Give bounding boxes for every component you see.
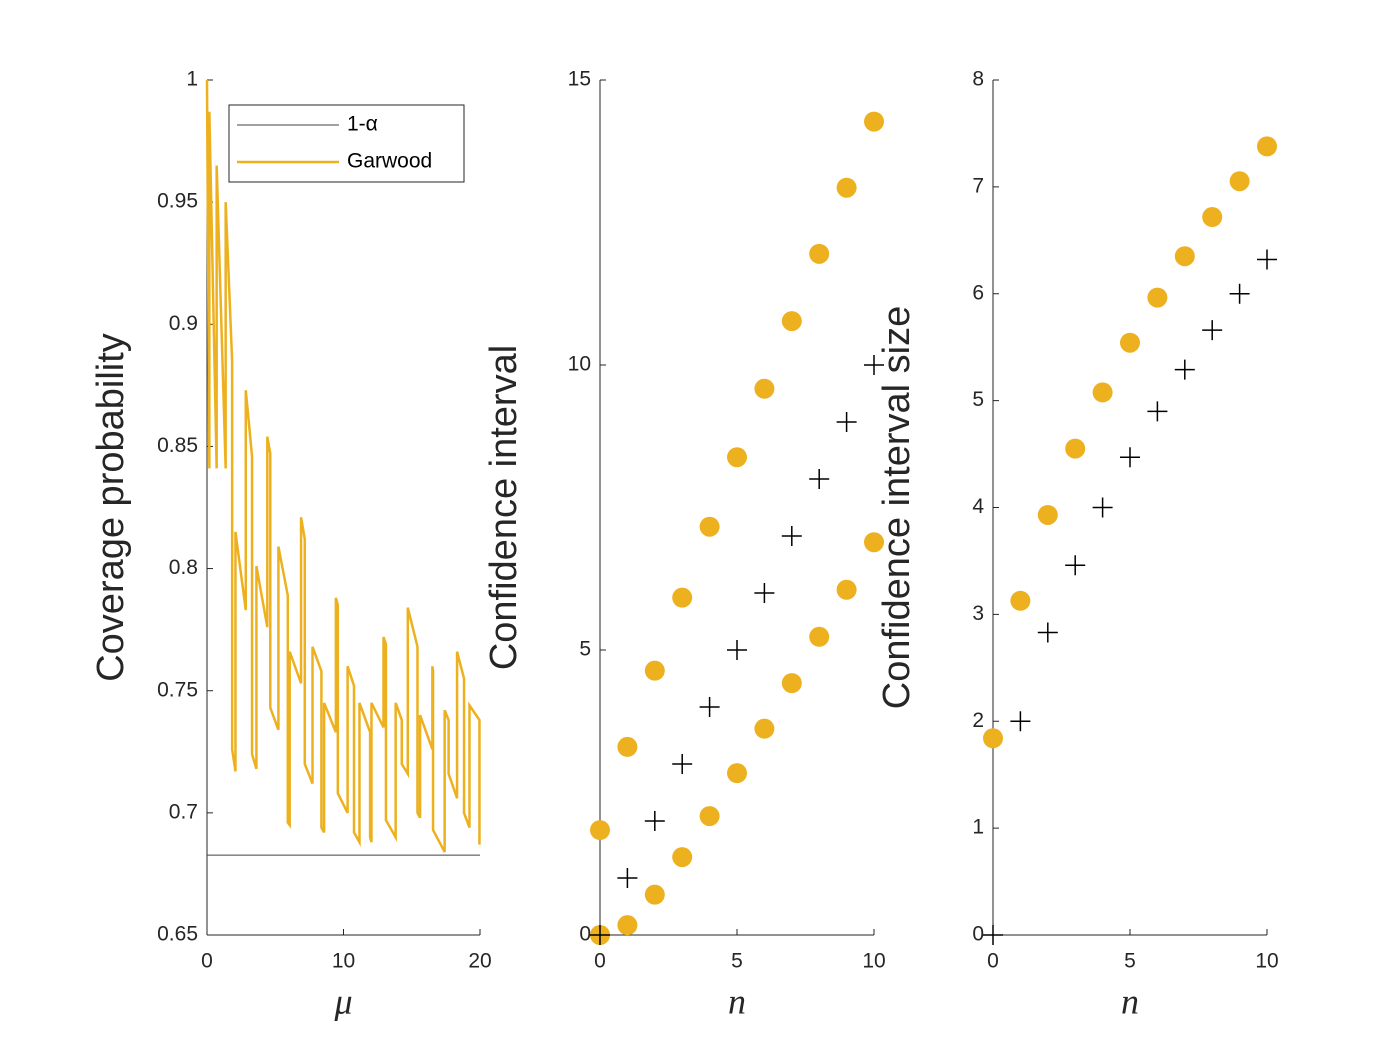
plus-marker	[590, 925, 610, 945]
legend-label: Garwood	[347, 150, 432, 173]
dot-marker	[1037, 504, 1058, 525]
dot-marker	[781, 673, 802, 694]
dot-marker	[1202, 207, 1223, 228]
y-tick-label: 0.8	[169, 556, 198, 579]
dot-marker	[1229, 171, 1250, 192]
y-tick-label: 0	[972, 923, 984, 946]
dot-marker	[1010, 590, 1031, 611]
legend-label: 1-α	[347, 113, 378, 136]
y-axis-label: Coverage probability	[90, 333, 132, 682]
y-tick-label: 0.9	[169, 312, 198, 335]
plus-marker	[727, 640, 747, 660]
y-tick-label: 7	[972, 174, 984, 197]
plus-marker	[1229, 283, 1250, 304]
subplot: 0 1 2 3 4 5 6 7 8 0 5 10 Confidence interval size n	[876, 68, 1279, 1022]
y-tick-label: 0.7	[169, 800, 198, 823]
plus-marker	[1010, 711, 1031, 732]
plus-marker	[1037, 622, 1058, 643]
x-tick-label: 10	[862, 950, 885, 973]
y-tick-label: 4	[972, 495, 984, 518]
dot-marker	[1147, 287, 1168, 308]
y-axis-label: Confidence interval	[483, 345, 525, 670]
dot-marker	[1065, 438, 1086, 459]
dot-marker	[644, 660, 665, 681]
dot-marker	[809, 626, 830, 647]
y-tick-label: 0.85	[157, 434, 198, 457]
y-tick-label: 5	[972, 388, 984, 411]
plus-marker	[781, 526, 802, 546]
plus-marker	[1092, 497, 1113, 518]
dot-marker	[644, 884, 665, 905]
plus-marker	[699, 697, 720, 717]
x-tick-label: 0	[987, 950, 999, 973]
y-tick-label: 3	[972, 602, 984, 625]
y-tick-label: 10	[568, 353, 591, 376]
x-tick-label: 0	[594, 950, 606, 973]
plus-marker	[644, 811, 665, 831]
y-tick-label: 2	[972, 709, 984, 732]
plus-marker	[1120, 447, 1140, 468]
dot-marker	[864, 111, 884, 132]
dot-marker	[1257, 136, 1277, 157]
dot-marker	[836, 579, 857, 600]
plus-marker	[1065, 555, 1086, 576]
y-tick-label: 6	[972, 281, 984, 304]
plus-marker	[864, 355, 884, 375]
dot-marker	[699, 516, 720, 537]
y-tick-label: 0.75	[157, 678, 198, 701]
x-tick-label: 10	[332, 950, 355, 973]
y-tick-label: 1	[186, 68, 198, 91]
dot-marker	[754, 378, 775, 399]
dot-marker	[754, 718, 775, 739]
x-tick-label: 10	[1255, 950, 1278, 973]
dot-marker	[864, 532, 884, 553]
dot-marker	[983, 728, 1003, 749]
dot-marker	[727, 763, 747, 784]
y-tick-label: 0	[579, 923, 591, 946]
x-axis-label: n	[1121, 981, 1139, 1021]
plus-marker	[983, 925, 1003, 945]
plus-marker	[1202, 320, 1223, 341]
y-tick-label: 8	[972, 68, 984, 91]
dot-marker	[727, 447, 747, 468]
x-tick-label: 20	[468, 950, 491, 973]
y-axis-label: Confidence interval size	[876, 306, 918, 709]
x-axis-label: n	[728, 981, 746, 1021]
dot-marker	[699, 806, 720, 827]
legend-box	[228, 104, 465, 183]
plus-marker	[809, 469, 830, 489]
dot-marker	[836, 177, 857, 198]
dot-marker	[1174, 246, 1195, 267]
plus-marker	[836, 412, 857, 432]
plus-marker	[617, 868, 638, 888]
series-line	[205, 79, 481, 853]
plus-marker	[1257, 249, 1277, 270]
plus-marker	[754, 583, 775, 603]
dot-marker	[672, 587, 693, 608]
y-tick-label: 15	[568, 68, 591, 91]
dot-marker	[1092, 382, 1113, 403]
y-tick-label: 0.95	[157, 190, 198, 213]
y-tick-label: 0.65	[157, 923, 198, 946]
dot-marker	[781, 311, 802, 332]
x-tick-label: 5	[731, 950, 743, 973]
x-tick-label: 5	[1124, 950, 1136, 973]
x-tick-label: 0	[201, 950, 213, 973]
dot-marker	[590, 820, 610, 841]
dot-marker	[672, 847, 693, 868]
plus-marker	[672, 754, 693, 774]
plus-marker	[1147, 401, 1168, 422]
subplot: 0 5 10 15 0 5 10 Confidence interval n	[483, 68, 886, 1022]
y-tick-label: 1	[972, 816, 984, 839]
dot-marker	[617, 915, 638, 936]
y-tick-label: 5	[579, 638, 591, 661]
dot-marker	[617, 736, 638, 757]
plus-marker	[1174, 359, 1195, 380]
dot-marker	[1120, 332, 1140, 353]
dot-marker	[809, 243, 830, 264]
x-axis-label: μ	[333, 981, 352, 1021]
